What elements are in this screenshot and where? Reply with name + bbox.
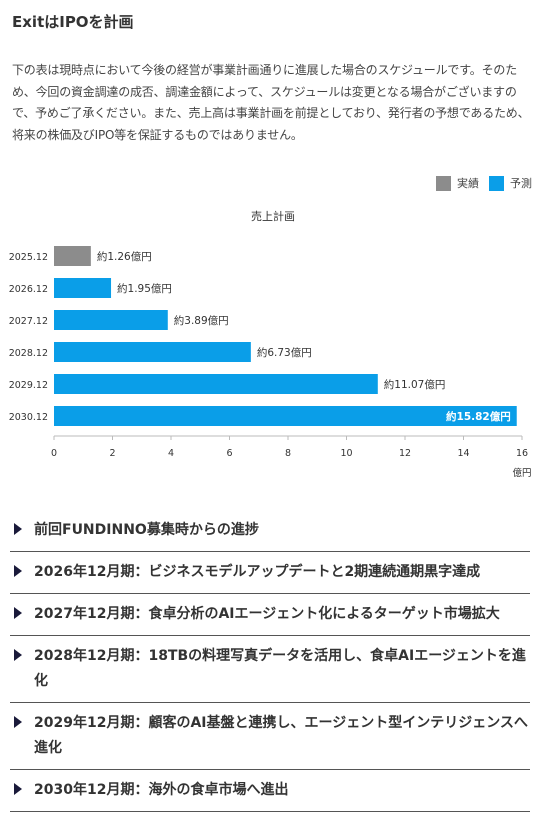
legend-swatch-forecast [489,175,504,191]
revenue-bar-chart: 2025.12 約1.26億円 2026.12 約1.95億円 2027.12 約3.89… [9,246,532,479]
accordion-item[interactable]: 2026年12月期：ビジネスモデルアップデートと2期連続通期黒字達成 [10,552,530,594]
accordion-item[interactable]: 前回FUNDINNO募集時からの進捗 [10,510,530,552]
accordion-item[interactable]: 2028年12月期：18TBの料理写真データを活用し、食卓AIエージェントを進化 [10,636,530,703]
data-label: 約1.26億円 [97,250,152,263]
accordion-item-label: 2028年12月期：18TBの料理写真データを活用し、食卓AIエージェントを進化 [34,648,526,689]
data-label: 約3.89億円 [174,314,229,327]
page-title: ExitはIPOを計画 [12,13,134,31]
bar [54,406,517,426]
accordion-list: 前回FUNDINNO募集時からの進捗 2026年12月期：ビジネスモデルアップデー… [10,510,530,812]
x-tick-label: 0 [51,448,57,459]
data-label: 約1.95億円 [117,282,172,295]
bar [54,342,251,362]
x-tick-label: 6 [226,448,232,459]
x-tick-label: 4 [168,448,174,459]
x-axis-unit: 億円 [512,467,531,479]
caret-right-icon [14,565,22,577]
y-tick-label: 2025.12 [9,252,48,263]
x-tick-label: 16 [516,448,528,459]
x-tick-label: 8 [285,448,291,459]
x-tick-label: 12 [399,448,411,459]
chart-legend: 実績 予測 [436,175,532,191]
accordion-item-label: 前回FUNDINNO募集時からの進捗 [34,522,259,538]
accordion-item[interactable]: 2030年12月期：海外の食卓市場へ進出 [10,770,530,812]
y-tick-label: 2029.12 [9,380,48,391]
caret-right-icon [14,523,22,535]
caret-right-icon [14,607,22,619]
y-tick-label: 2026.12 [9,284,48,295]
caret-right-icon [14,649,22,661]
legend-label-actual: 実績 [457,177,479,190]
accordion-item[interactable]: 2027年12月期：食卓分析のAIエージェント化によるターゲット市場拡大 [10,594,530,636]
x-tick-label: 14 [457,448,469,459]
accordion-item-label: 2029年12月期：顧客のAI基盤と連携し、エージェント型インテリジェンスへ進化 [34,715,528,756]
chart-title: 売上計画 [251,210,295,223]
data-label: 約6.73億円 [257,346,312,359]
accordion-item[interactable]: 2029年12月期：顧客のAI基盤と連携し、エージェント型インテリジェンスへ進化 [10,703,530,770]
x-tick-label: 2 [109,448,115,459]
x-tick-label: 10 [340,448,352,459]
legend-item-actual: 実績 [436,175,479,191]
legend-item-forecast: 予測 [489,175,532,191]
y-tick-label: 2030.12 [9,412,48,423]
caret-right-icon [14,716,22,728]
y-tick-label: 2027.12 [9,316,48,327]
data-label: 約11.07億円 [384,378,446,391]
accordion-item-label: 2030年12月期：海外の食卓市場へ進出 [34,782,289,798]
caret-right-icon [14,783,22,795]
bar [54,246,91,266]
legend-swatch-actual [436,175,451,191]
bar [54,310,168,330]
data-label: 約15.82億円 [446,410,511,423]
accordion-item-label: 2026年12月期：ビジネスモデルアップデートと2期連続通期黒字達成 [34,564,481,580]
y-tick-label: 2028.12 [9,348,48,359]
bar [54,278,112,298]
accordion-item-label: 2027年12月期：食卓分析のAIエージェント化によるターゲット市場拡大 [34,606,500,622]
bar [54,374,378,394]
legend-label-forecast: 予測 [510,177,532,190]
intro-text: 下の表は現時点において今後の経営が事業計画通りに進展した場合のスケジュールです。… [12,63,530,142]
